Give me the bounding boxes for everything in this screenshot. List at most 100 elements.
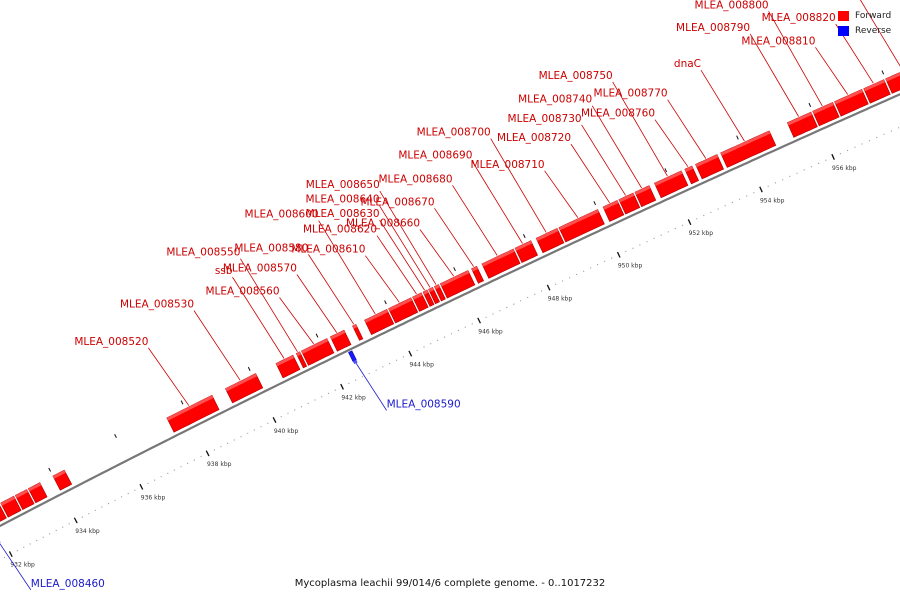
scale-dot [464, 326, 466, 328]
scale-dot [187, 462, 189, 464]
scale-dot [160, 476, 162, 478]
leader-line [768, 11, 823, 107]
upper-tick [664, 168, 668, 173]
strand-legend: Forward Reverse [838, 8, 900, 38]
leader-line [700, 69, 745, 142]
gene-feature-shade-31 [863, 79, 885, 92]
scale-dot [660, 234, 662, 236]
scale-dot [731, 201, 734, 204]
scale-dot [300, 406, 303, 408]
gene-label: MLEA_008730 [508, 113, 582, 125]
gene-feature-shade-28 [787, 112, 813, 126]
scale-dot [287, 412, 289, 414]
gene-label: ssb [215, 265, 233, 277]
major-tick [408, 350, 413, 357]
leader-line [296, 274, 338, 333]
leader-line [308, 254, 355, 325]
gene-feature-shade-2 [225, 373, 257, 392]
gene-label: MLEA_008570 [223, 263, 297, 275]
tick-label: 936 kbp [141, 495, 166, 502]
gene-label: MLEA_008630 [306, 208, 380, 220]
gene-feature-10 [388, 297, 419, 324]
scale-dot [839, 153, 842, 155]
scale-dot [527, 296, 529, 299]
genome-backbone [0, 93, 900, 528]
gene-label: MLEA_008640 [305, 194, 379, 206]
scale-dot [334, 389, 336, 391]
major-tick [340, 383, 344, 390]
scale-dot [639, 244, 641, 246]
scale-dot [513, 303, 515, 305]
leader-line [544, 170, 579, 218]
forward-swatch [838, 10, 849, 21]
scale-dot [437, 339, 439, 341]
leader-line [0, 543, 32, 591]
scale-dot [611, 257, 613, 259]
scale-dot [854, 146, 856, 148]
scale-dot [267, 422, 269, 424]
scale-dot [416, 349, 418, 351]
scale-dot [789, 175, 791, 177]
gene-label: MLEA_008620 [303, 224, 377, 236]
scale-dot [767, 185, 769, 187]
tick-label: 942 kbp [341, 395, 366, 402]
leader-line [379, 205, 431, 288]
gene-label: MLEA_008670 [360, 196, 434, 208]
scale-dot [220, 446, 222, 448]
gene-feature-unlabeled-shade-3 [28, 482, 42, 492]
scale-dot [847, 149, 849, 152]
tick-label: 950 kbp [618, 263, 643, 270]
scale-dot [121, 496, 123, 498]
scale-dot [696, 218, 698, 220]
leader-line [232, 276, 285, 359]
scale-dot [746, 195, 748, 197]
scale-dot [42, 536, 44, 538]
leader-line [570, 143, 610, 204]
gene-label: MLEA_008530 [120, 299, 194, 311]
scale-dot [134, 489, 136, 491]
gene-feature-shade-32 [885, 72, 900, 82]
gene-feature-30 [834, 89, 869, 117]
gene-label: MLEA_008600 [245, 209, 319, 221]
backbone-line [0, 93, 900, 528]
gene-label: MLEA_008650 [306, 179, 380, 191]
gene-feature-shade-22 [618, 193, 635, 203]
leader-line [612, 81, 668, 177]
scale-dot [375, 369, 377, 371]
gene-feature-7 [352, 324, 364, 341]
leader-line [749, 33, 799, 117]
tick-label: 938 kbp [207, 461, 232, 468]
legend-label-forward: Forward [855, 10, 892, 21]
upper-tick [881, 70, 885, 75]
scale-dot [861, 143, 863, 145]
gene-feature-shade-30 [834, 89, 864, 105]
tick-label: 954 kbp [760, 197, 785, 204]
scale-dot [710, 211, 712, 213]
gene-feature-shade-9 [364, 309, 389, 323]
leader-line [193, 310, 241, 381]
gene-feature-shade-20 [558, 209, 599, 231]
scale-dot [396, 359, 398, 361]
legend-label-reverse: Reverse [855, 25, 892, 36]
gene-label: MLEA_008690 [398, 150, 472, 162]
scale-dot [890, 130, 892, 132]
scale-dot [876, 136, 878, 139]
scale-dot [240, 436, 242, 438]
gene-feature-unlabeled-0 [0, 505, 7, 522]
scale-dot [667, 231, 669, 233]
gene-feature-shade-13 [428, 287, 434, 292]
scale-dot [49, 533, 51, 535]
scale-dot [200, 456, 202, 458]
map-caption: Mycoplasma leachii 99/014/6 complete gen… [294, 578, 606, 589]
scale-dot [355, 379, 357, 381]
leader-line [318, 220, 376, 315]
gene-feature-shade-12 [423, 290, 429, 295]
gene-label: MLEA_008700 [417, 127, 491, 139]
gene-feature-shade-1 [166, 395, 214, 421]
tick-label: 932 kbp [10, 562, 35, 569]
gene-feature-shade-14 [434, 284, 440, 290]
scale-dot [444, 336, 446, 338]
scale-dot [68, 523, 70, 525]
